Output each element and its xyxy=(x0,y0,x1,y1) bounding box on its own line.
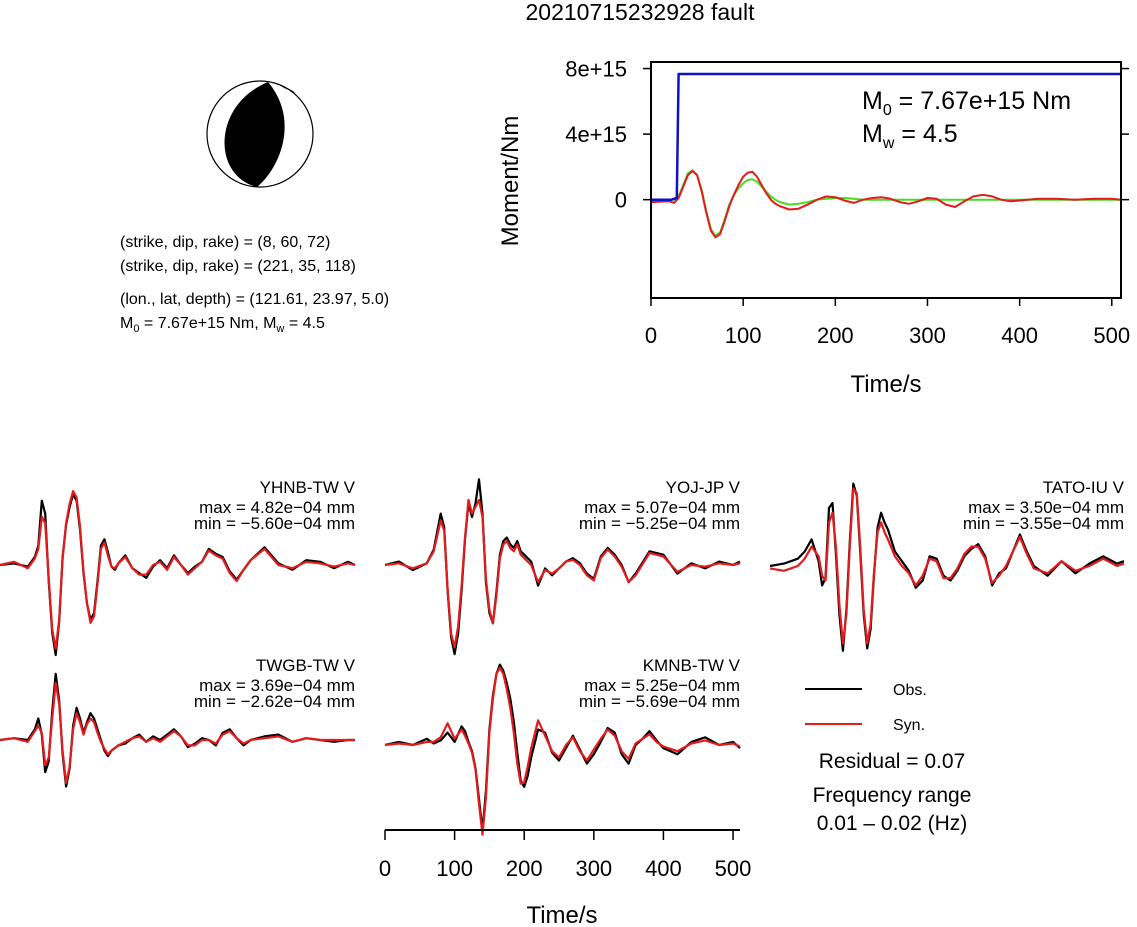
moment-magnitude-line: M0 = 7.67e+15 Nm, Mw = 4.5 xyxy=(120,315,325,335)
moment-x-tick-label: 400 xyxy=(1001,323,1038,348)
moment-axis-ticks: 0 100 200 300 400 500 0 4e+15 8e+15 xyxy=(565,57,1130,348)
waveform-x-tick-label: 400 xyxy=(645,856,682,881)
residual-text: Residual = 0.07 xyxy=(819,750,966,773)
station-name-yoj-jp-v: YOJ-JP V xyxy=(666,478,741,497)
station-name-kmnb-tw-v: KMNB-TW V xyxy=(643,656,741,675)
moment-y-tick-label: 8e+15 xyxy=(565,57,627,82)
waveform-legend: Obs. Syn. Residual = 0.07 Frequency rang… xyxy=(805,682,971,835)
waveform-axis-ticks: 0 100 200 300 400 500 xyxy=(379,830,752,881)
legend-syn-label: Syn. xyxy=(893,717,925,734)
moment-rate-observed-line xyxy=(650,170,1122,239)
moment-plot-frame xyxy=(650,61,1122,299)
moment-y-tick-label: 0 xyxy=(615,188,627,213)
station-max-tato-iu-v: max = 3.50e−04 mm xyxy=(968,498,1124,517)
station-name-tato-iu-v: TATO-IU V xyxy=(1043,478,1125,497)
moment-cumulative-line xyxy=(651,72,1121,201)
waveform-synthetic-yoj-jp-v xyxy=(384,498,741,649)
station-min-kmnb-tw-v: min = −5.69e−04 mm xyxy=(579,692,740,711)
waveform-synthetic-yhnb-tw-v xyxy=(0,490,356,650)
waveform-synthetic-twgb-tw-v xyxy=(0,681,355,785)
waveform-x-tick-label: 100 xyxy=(436,856,473,881)
waveform-x-tick-label: 200 xyxy=(506,856,543,881)
moment-m0-annotation: M0 = 7.67e+15 Nm xyxy=(862,87,1071,119)
moment-x-tick-label: 500 xyxy=(1093,323,1130,348)
moment-y-tick-label: 4e+15 xyxy=(565,122,627,147)
waveform-time-axis: 0 100 200 300 400 500 Time/s xyxy=(379,829,752,927)
moment-chart: 0 100 200 300 400 500 0 4e+15 8e+15 Time/s Momen… xyxy=(497,57,1130,398)
station-name-yhnb-tw-v: YHNB-TW V xyxy=(260,478,356,497)
waveform-synthetic-kmnb-tw-v xyxy=(384,666,741,836)
figure-title: 20210715232928 fault xyxy=(526,0,756,25)
moment-x-tick-label: 100 xyxy=(725,323,762,348)
station-min-twgb-tw-v: min = −2.62e−04 mm xyxy=(194,692,355,711)
frequency-range-value: 0.01 – 0.02 (Hz) xyxy=(817,812,968,835)
focal-mechanism-beachball xyxy=(206,80,314,188)
station-name-twgb-tw-v: TWGB-TW V xyxy=(256,656,356,675)
frequency-range-label: Frequency range xyxy=(813,784,972,807)
moment-y-axis-label: Moment/Nm xyxy=(497,116,524,247)
waveform-x-tick-label: 0 xyxy=(379,856,391,881)
moment-mw-annotation: Mw = 4.5 xyxy=(862,120,958,152)
station-max-twgb-tw-v: max = 3.69e−04 mm xyxy=(199,676,355,695)
station-max-yoj-jp-v: max = 5.07e−04 mm xyxy=(584,498,740,517)
waveform-x-tick-label: 500 xyxy=(715,856,752,881)
station-min-yoj-jp-v: min = −5.25e−04 mm xyxy=(579,514,740,533)
moment-x-tick-label: 200 xyxy=(817,323,854,348)
waveform-x-axis-label: Time/s xyxy=(526,902,597,927)
moment-series-group xyxy=(650,72,1122,239)
moment-x-tick-label: 300 xyxy=(909,323,946,348)
waveform-x-tick-label: 300 xyxy=(575,856,612,881)
hypocenter-location: (lon., lat, depth) = (121.61, 23.97, 5.0… xyxy=(120,291,389,308)
station-min-tato-iu-v: min = −3.55e−04 mm xyxy=(963,514,1124,533)
legend-obs-label: Obs. xyxy=(893,682,927,699)
nodal-plane-1: (strike, dip, rake) = (8, 60, 72) xyxy=(120,234,330,251)
station-max-kmnb-tw-v: max = 5.25e−04 mm xyxy=(584,676,740,695)
station-min-yhnb-tw-v: min = −5.60e−04 mm xyxy=(194,514,355,533)
waveform-synthetic-tato-iu-v xyxy=(769,487,1125,645)
station-max-yhnb-tw-v: max = 4.82e−04 mm xyxy=(199,498,355,517)
nodal-plane-2: (strike, dip, rake) = (221, 35, 118) xyxy=(120,258,356,275)
moment-rate-fit-line xyxy=(651,169,1121,237)
mechanism-info: (strike, dip, rake) = (8, 60, 72) (strik… xyxy=(120,234,389,335)
moment-x-tick-label: 0 xyxy=(645,323,657,348)
moment-x-axis-label: Time/s xyxy=(850,371,921,398)
